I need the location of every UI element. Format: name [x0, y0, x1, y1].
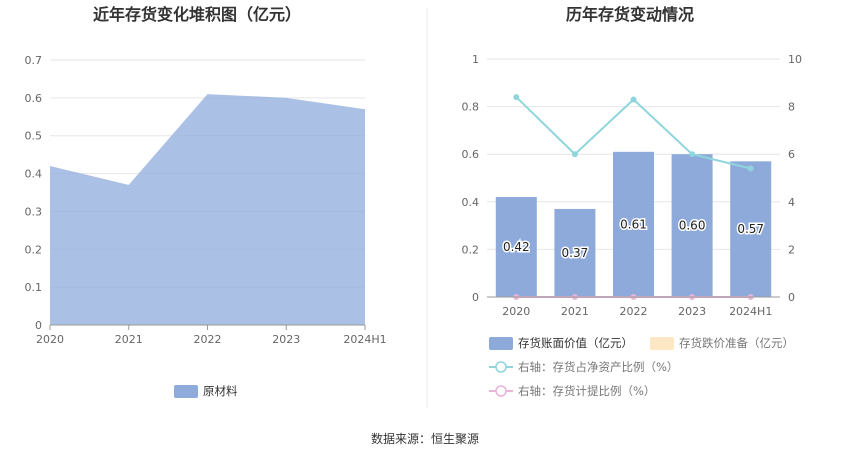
right-left-tick-label: 0 — [472, 291, 479, 304]
right-bar-labels: 0.42 0.37 0.61 0.60 0.57 — [501, 216, 765, 262]
legend-label-provision: 存货跌价准备（亿元） — [679, 336, 794, 350]
left-legend-label: 原材料 — [203, 384, 238, 398]
right-left-tick-label: 1 — [472, 53, 479, 66]
right-bar-data-label: 0.37 — [562, 246, 589, 260]
right-left-tick-label: 0.2 — [462, 243, 480, 256]
legend-line2-marker — [495, 385, 507, 397]
legend-line1-marker — [495, 361, 507, 373]
left-x-axis-ticks: 2020 2021 2022 2023 2024H1 — [36, 325, 387, 346]
right-line-ratio-point — [630, 96, 637, 103]
right-x-tick-label: 2020 — [502, 305, 530, 318]
left-y-tick-label: 0.3 — [25, 205, 43, 218]
left-y-tick-label: 0 — [35, 319, 42, 332]
right-right-tick-label: 0 — [788, 291, 795, 304]
right-bar — [554, 208, 596, 297]
right-bar-data-label: 0.57 — [737, 222, 764, 236]
left-x-tick-label: 2020 — [36, 333, 64, 346]
right-bar-data-label: 0.60 — [679, 219, 706, 233]
right-x-tick-label: 2021 — [561, 305, 589, 318]
right-legend-bars-empty[interactable]: 存货跌价准备（亿元） — [650, 336, 794, 350]
right-line-ratio-point — [571, 151, 578, 158]
right-legend-line2[interactable]: 右轴：存货计提比例（%） — [489, 384, 655, 398]
right-x-tick-label: 2024H1 — [729, 305, 772, 318]
right-right-axis-ticks: 0 2 4 6 8 10 — [788, 53, 802, 304]
data-source: 数据来源：恒生聚源 — [371, 431, 479, 446]
left-y-tick-label: 0.4 — [25, 168, 43, 181]
left-x-tick-label: 2024H1 — [343, 333, 386, 346]
right-left-axis-ticks: 0 0.2 0.4 0.6 0.8 1 — [462, 53, 480, 304]
right-bar — [495, 197, 537, 297]
right-chart-title: 历年存货变动情况 — [566, 5, 694, 24]
right-left-tick-label: 0.6 — [462, 148, 480, 161]
left-x-tick-label: 2021 — [115, 333, 143, 346]
right-right-tick-label: 6 — [788, 148, 795, 161]
right-line-ratio-point — [689, 151, 696, 158]
legend-label-line2: 右轴：存货计提比例（%） — [518, 384, 655, 398]
left-y-tick-label: 0.7 — [25, 54, 43, 67]
right-legend-bars[interactable]: 存货账面价值（亿元） — [489, 336, 633, 350]
right-bar-data-label: 0.42 — [503, 240, 530, 254]
right-bar-data-label: 0.61 — [620, 217, 647, 231]
right-left-tick-label: 0.4 — [462, 196, 480, 209]
left-y-tick-label: 0.2 — [25, 243, 43, 256]
left-area-series — [50, 94, 365, 325]
right-x-tick-label: 2023 — [678, 305, 706, 318]
right-x-axis-ticks: 2020 2021 2022 2023 2024H1 — [502, 305, 772, 318]
left-chart-title: 近年存货变化堆积图（亿元） — [93, 5, 301, 24]
left-x-tick-label: 2023 — [272, 333, 300, 346]
legend-label-bars: 存货账面价值（亿元） — [518, 336, 633, 350]
right-left-tick-label: 0.8 — [462, 101, 480, 114]
right-bars — [495, 151, 772, 297]
right-right-tick-label: 10 — [788, 53, 802, 66]
legend-label-line1: 右轴：存货占净资产比例（%） — [518, 360, 678, 374]
left-y-tick-label: 0.6 — [25, 92, 43, 105]
right-bar — [671, 154, 713, 297]
left-legend[interactable]: 原材料 — [174, 384, 238, 398]
right-bar — [730, 161, 772, 297]
left-legend-swatch — [174, 385, 198, 398]
left-y-tick-label: 0.5 — [25, 130, 43, 143]
left-y-axis-ticks: 0 0.1 0.2 0.3 0.4 0.5 0.6 0.7 — [25, 54, 43, 332]
right-right-tick-label: 2 — [788, 243, 795, 256]
right-line-ratio — [513, 94, 754, 172]
right-right-tick-label: 8 — [788, 101, 795, 114]
right-x-tick-label: 2022 — [620, 305, 648, 318]
left-y-tick-label: 0.1 — [25, 281, 43, 294]
right-line-ratio-point — [747, 165, 754, 172]
right-line-ratio-point — [513, 94, 520, 101]
legend-swatch-bars — [489, 337, 513, 350]
right-right-tick-label: 4 — [788, 196, 795, 209]
left-x-tick-label: 2022 — [194, 333, 222, 346]
legend-swatch-provision — [650, 337, 674, 350]
right-legend-line1[interactable]: 右轴：存货占净资产比例（%） — [489, 360, 678, 374]
right-bar — [613, 151, 654, 297]
